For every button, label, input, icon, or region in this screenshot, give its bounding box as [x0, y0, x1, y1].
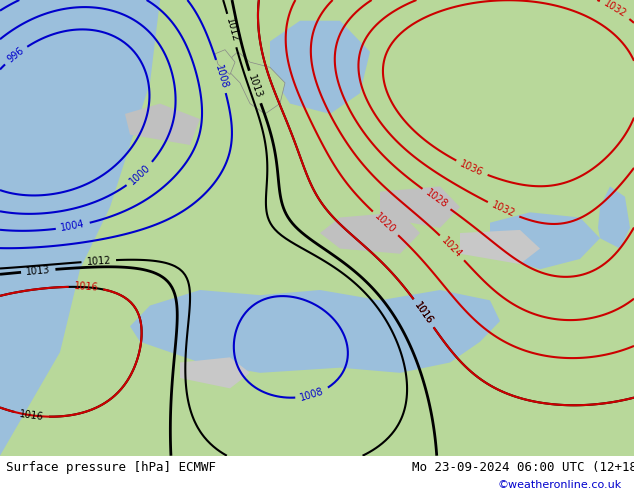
Text: 1032: 1032 — [602, 0, 628, 20]
Polygon shape — [270, 21, 370, 114]
Polygon shape — [230, 52, 285, 114]
Polygon shape — [130, 290, 500, 373]
Text: 1013: 1013 — [246, 74, 264, 100]
Polygon shape — [0, 0, 160, 145]
Polygon shape — [460, 230, 540, 264]
Text: 1016: 1016 — [413, 300, 435, 326]
Text: 1024: 1024 — [440, 235, 464, 260]
Text: Surface pressure [hPa] ECMWF: Surface pressure [hPa] ECMWF — [6, 461, 216, 474]
Text: 1016: 1016 — [74, 281, 98, 293]
Polygon shape — [320, 212, 420, 254]
Text: 1008: 1008 — [299, 386, 325, 403]
Polygon shape — [125, 103, 200, 145]
Text: 1016: 1016 — [19, 409, 44, 422]
Text: 1000: 1000 — [127, 162, 152, 186]
Text: 1008: 1008 — [213, 63, 230, 90]
Polygon shape — [598, 186, 630, 248]
Polygon shape — [215, 49, 235, 74]
Text: 996: 996 — [6, 46, 26, 65]
Text: ©weatheronline.co.uk: ©weatheronline.co.uk — [497, 480, 621, 490]
Text: 1012: 1012 — [86, 255, 112, 267]
Text: 1013: 1013 — [25, 265, 51, 277]
Text: 1012: 1012 — [224, 17, 240, 44]
Text: Mo 23-09-2024 06:00 UTC (12+18): Mo 23-09-2024 06:00 UTC (12+18) — [412, 461, 634, 474]
Text: 1020: 1020 — [373, 211, 398, 236]
Text: 1004: 1004 — [60, 219, 86, 233]
Polygon shape — [380, 186, 460, 228]
Polygon shape — [320, 0, 430, 31]
Polygon shape — [490, 212, 600, 270]
Text: 1032: 1032 — [490, 200, 517, 220]
Polygon shape — [180, 357, 250, 389]
Polygon shape — [0, 0, 160, 456]
Text: 1036: 1036 — [458, 159, 485, 178]
Text: 1016: 1016 — [413, 300, 435, 326]
Text: 1028: 1028 — [424, 188, 450, 210]
